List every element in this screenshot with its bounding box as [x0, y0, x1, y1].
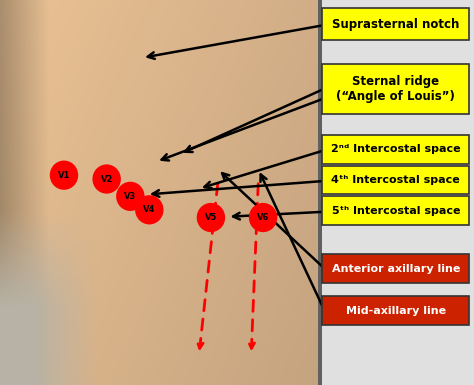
FancyBboxPatch shape — [322, 254, 469, 283]
Text: V6: V6 — [257, 213, 269, 222]
Bar — [320, 0, 474, 385]
Text: Mid-axillary line: Mid-axillary line — [346, 306, 446, 316]
FancyBboxPatch shape — [322, 296, 469, 325]
Text: 2ⁿᵈ Intercostal space: 2ⁿᵈ Intercostal space — [331, 144, 461, 154]
Bar — [318, 0, 322, 385]
Ellipse shape — [197, 203, 225, 232]
Ellipse shape — [92, 164, 121, 194]
Text: Anterior axillary line: Anterior axillary line — [332, 264, 460, 273]
Text: V4: V4 — [143, 205, 155, 214]
FancyBboxPatch shape — [322, 135, 469, 164]
Text: 5ᵗʰ Intercostal space: 5ᵗʰ Intercostal space — [331, 206, 460, 216]
Text: V5: V5 — [205, 213, 217, 222]
FancyBboxPatch shape — [322, 196, 469, 225]
Text: V3: V3 — [124, 192, 137, 201]
Text: Sternal ridge
(“Angle of Louis”): Sternal ridge (“Angle of Louis”) — [337, 75, 455, 102]
Text: 4ᵗʰ Intercostal space: 4ᵗʰ Intercostal space — [331, 175, 460, 185]
Ellipse shape — [50, 161, 78, 190]
FancyBboxPatch shape — [322, 64, 469, 114]
Text: Suprasternal notch: Suprasternal notch — [332, 18, 459, 30]
Ellipse shape — [249, 203, 277, 232]
FancyBboxPatch shape — [322, 8, 469, 40]
FancyBboxPatch shape — [322, 166, 469, 194]
Text: V1: V1 — [58, 171, 70, 180]
Ellipse shape — [116, 182, 145, 211]
Text: V2: V2 — [100, 174, 113, 184]
Ellipse shape — [135, 195, 164, 224]
